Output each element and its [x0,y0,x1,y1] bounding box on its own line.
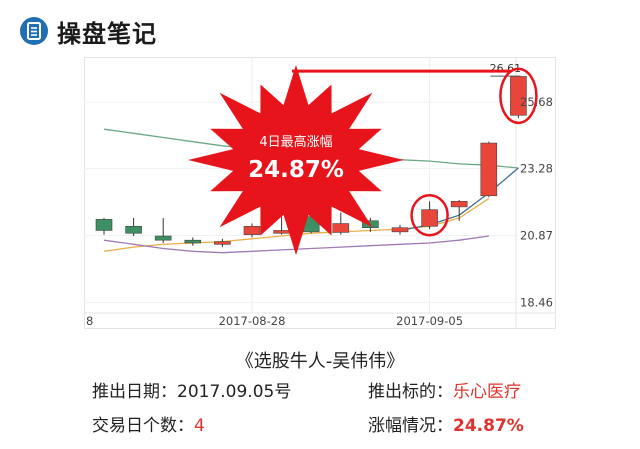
x-tick-label: 2017-08-28 [219,314,286,328]
date-label: 推出日期： [92,382,177,402]
candle-body [391,227,409,233]
y-tick-label: 18.46 [520,295,553,309]
highlight-circle-entry [410,193,449,237]
annotation-line1: 4日最高涨幅 [259,134,332,150]
days-label: 交易日个数： [92,416,194,436]
plot-border [84,57,556,329]
highlight-circle-peak [499,67,538,125]
header: 操盘笔记 [20,14,157,48]
page-title: 操盘笔记 [57,19,157,48]
axis-ticks: 25.68 23.28 20.87 18.46 8 2017-08-28 2017-09-0… [86,95,553,328]
candle-body [273,230,290,234]
candle-body [332,223,350,233]
y-tick-label: 25.68 [520,95,553,109]
date-value: 2017.09.05号 [177,382,292,402]
x-tick-label: 2017-09-05 [396,314,463,328]
target-label: 推出标的： [368,382,453,402]
candle-body [243,226,261,235]
days-value: 4 [194,416,205,436]
gain-value: 24.87% [453,416,524,436]
info-days: 交易日个数：4 [92,411,205,436]
info-target: 推出标的：乐心医疗 [368,377,521,402]
candle-body [214,241,231,245]
caption: 《选股牛人-吴伟伟》 [235,351,405,372]
annotation-line2: 24.87% [248,157,344,183]
highlight-marks: 26.61 [292,62,538,237]
chart-svg: 26.61 25.68 23.28 20.87 18.46 8 2017-08-28 201… [84,57,556,329]
candle-body [421,209,438,227]
y-tick-label: 20.87 [520,228,553,242]
notebook-icon [20,17,48,45]
candlestick-chart: 26.61 25.68 23.28 20.87 18.46 8 2017-08-28 201… [84,57,556,329]
starburst-annotation: 4日最高涨幅 24.87% [188,65,404,255]
candle-body [184,239,202,244]
x-tick-label: 8 [86,314,93,328]
info-gain: 涨幅情况：24.87% [368,411,524,436]
y-tick-label: 23.28 [520,162,553,176]
candles [95,76,527,248]
candle-body [480,142,498,197]
candle-body [154,235,172,241]
starburst-shape [188,65,404,255]
candle-body [450,201,468,208]
target-value: 乐心医疗 [453,382,521,402]
gain-label: 涨幅情况： [368,416,453,436]
info-date: 推出日期：2017.09.05号 [92,377,291,402]
candle-body [95,219,113,231]
candle-body [125,226,142,234]
